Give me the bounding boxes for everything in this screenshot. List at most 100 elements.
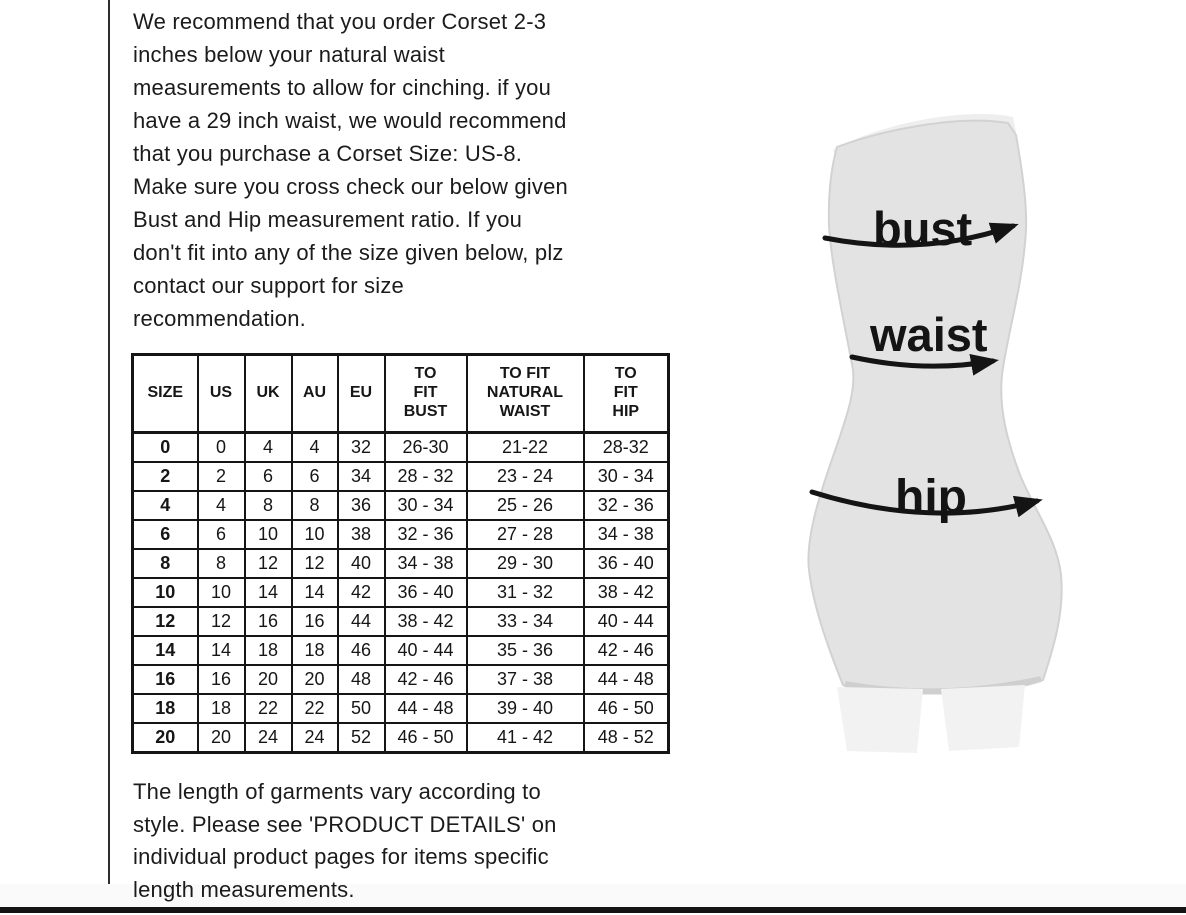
col-header-bust: TO FIT BUST — [383, 353, 468, 434]
value-cell: 4 — [196, 490, 246, 521]
size-cell: 0 — [131, 431, 199, 463]
value-cell: 12 — [243, 548, 293, 579]
value-cell: 32 — [336, 431, 386, 463]
value-cell: 37 - 38 — [465, 664, 585, 695]
value-cell: 52 — [336, 722, 386, 754]
table-row: 0 0 4 4 32 26-30 21-22 28-32 — [131, 431, 670, 463]
left-vertical-rule — [108, 0, 110, 907]
value-cell: 6 — [243, 461, 293, 492]
size-conversion-table: SIZE US UK AU EU TO FIT BUST TO FIT NATU… — [131, 353, 670, 754]
value-cell: 12 — [290, 548, 339, 579]
value-cell: 42 - 46 — [383, 664, 468, 695]
table-row: 20 20 24 24 52 46 - 50 41 - 42 48 - 52 — [131, 722, 670, 754]
bust-arrow — [822, 222, 1019, 248]
value-cell: 40 - 44 — [582, 606, 670, 637]
value-cell: 2 — [196, 461, 246, 492]
value-cell: 10 — [243, 519, 293, 550]
value-cell: 44 — [336, 606, 386, 637]
bottom-black-rule — [0, 907, 1186, 913]
value-cell: 24 — [243, 722, 293, 754]
value-cell: 44 - 48 — [582, 664, 670, 695]
waist-label: waist — [869, 308, 988, 361]
col-header-uk: UK — [243, 353, 293, 434]
col-header-waist: TO FIT NATURAL WAIST — [465, 353, 585, 434]
size-cell: 4 — [131, 490, 199, 521]
value-cell: 25 - 26 — [465, 490, 585, 521]
size-cell: 8 — [131, 548, 199, 579]
value-cell: 18 — [290, 635, 339, 666]
value-cell: 42 - 46 — [582, 635, 670, 666]
size-cell: 6 — [131, 519, 199, 550]
size-table-body: 0 0 4 4 32 26-30 21-22 28-32 2 2 6 6 34 28 - 32 23 - 2… — [131, 431, 670, 754]
value-cell: 34 — [336, 461, 386, 492]
value-cell: 32 - 36 — [582, 490, 670, 521]
value-cell: 4 — [243, 431, 293, 463]
value-cell: 46 - 50 — [582, 693, 670, 724]
value-cell: 23 - 24 — [465, 461, 585, 492]
value-cell: 41 - 42 — [465, 722, 585, 754]
value-cell: 10 — [290, 519, 339, 550]
bottom-light-band — [0, 884, 1186, 907]
value-cell: 36 - 40 — [383, 577, 468, 608]
value-cell: 40 — [336, 548, 386, 579]
value-cell: 42 — [336, 577, 386, 608]
size-cell: 20 — [131, 722, 199, 754]
col-header-hip: TO FIT HIP — [582, 353, 670, 434]
value-cell: 12 — [196, 606, 246, 637]
value-cell: 48 — [336, 664, 386, 695]
value-cell: 20 — [196, 722, 246, 754]
table-row: 14 14 18 18 46 40 - 44 35 - 36 42 - 46 — [131, 635, 670, 666]
col-header-us: US — [196, 353, 246, 434]
value-cell: 28 - 32 — [383, 461, 468, 492]
value-cell: 46 — [336, 635, 386, 666]
value-cell: 36 - 40 — [582, 548, 670, 579]
value-cell: 8 — [243, 490, 293, 521]
footer-paragraph: The length of garments vary according to… — [133, 779, 557, 902]
value-cell: 20 — [243, 664, 293, 695]
value-cell: 29 - 30 — [465, 548, 585, 579]
value-cell: 24 — [290, 722, 339, 754]
measurement-figure: bust waist hip — [775, 95, 1095, 775]
value-cell: 36 — [336, 490, 386, 521]
table-row: 18 18 22 22 50 44 - 48 39 - 40 46 - 50 — [131, 693, 670, 724]
value-cell: 6 — [196, 519, 246, 550]
value-cell: 22 — [243, 693, 293, 724]
value-cell: 46 - 50 — [383, 722, 468, 754]
table-row: 8 8 12 12 40 34 - 38 29 - 30 36 - 40 — [131, 548, 670, 579]
value-cell: 33 - 34 — [465, 606, 585, 637]
value-cell: 30 - 34 — [383, 490, 468, 521]
value-cell: 32 - 36 — [383, 519, 468, 550]
value-cell: 14 — [290, 577, 339, 608]
value-cell: 14 — [196, 635, 246, 666]
value-cell: 16 — [196, 664, 246, 695]
hip-label: hip — [895, 471, 967, 524]
value-cell: 31 - 32 — [465, 577, 585, 608]
waist-arrow — [849, 353, 999, 376]
table-row: 6 6 10 10 38 32 - 36 27 - 28 34 - 38 — [131, 519, 670, 550]
size-cell: 16 — [131, 664, 199, 695]
value-cell: 40 - 44 — [383, 635, 468, 666]
value-cell: 8 — [196, 548, 246, 579]
size-cell: 14 — [131, 635, 199, 666]
value-cell: 6 — [290, 461, 339, 492]
size-cell: 2 — [131, 461, 199, 492]
table-header-row: SIZE US UK AU EU TO FIT BUST TO FIT NATU… — [131, 353, 670, 434]
size-cell: 10 — [131, 577, 199, 608]
value-cell: 39 - 40 — [465, 693, 585, 724]
value-cell: 28-32 — [582, 431, 670, 463]
figure-right-leg — [941, 685, 1025, 751]
value-cell: 34 - 38 — [383, 548, 468, 579]
intro-paragraph: We recommend that you order Corset 2-3 i… — [133, 9, 568, 331]
value-cell: 38 — [336, 519, 386, 550]
value-cell: 16 — [243, 606, 293, 637]
value-cell: 21-22 — [465, 431, 585, 463]
value-cell: 10 — [196, 577, 246, 608]
value-cell: 48 - 52 — [582, 722, 670, 754]
value-cell: 44 - 48 — [383, 693, 468, 724]
size-cell: 18 — [131, 693, 199, 724]
table-row: 10 10 14 14 42 36 - 40 31 - 32 38 - 42 — [131, 577, 670, 608]
value-cell: 50 — [336, 693, 386, 724]
figure-left-leg — [837, 687, 923, 753]
value-cell: 18 — [196, 693, 246, 724]
value-cell: 0 — [196, 431, 246, 463]
